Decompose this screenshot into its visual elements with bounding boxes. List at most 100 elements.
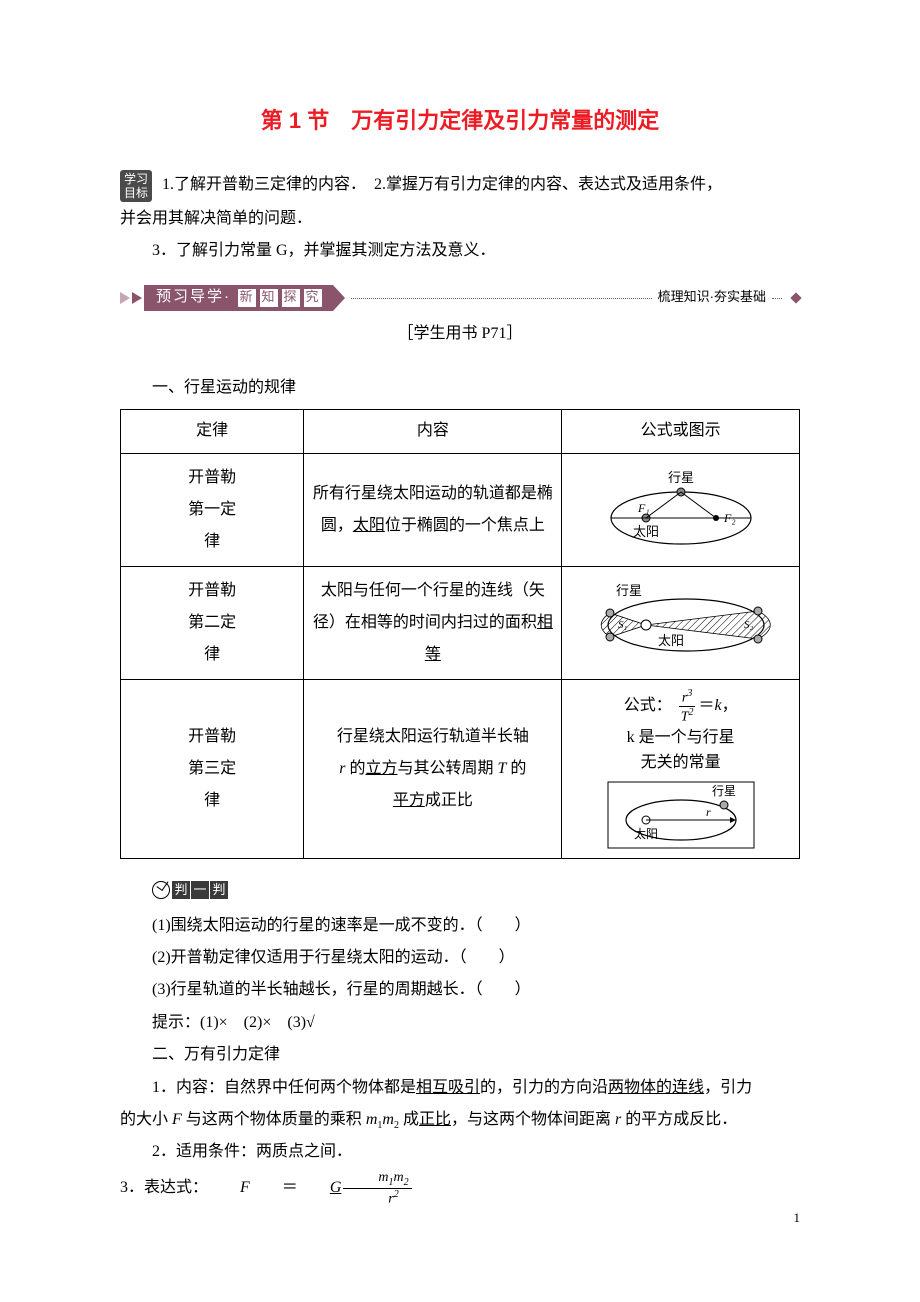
fig-label-sun: 太阳 bbox=[633, 524, 659, 539]
kepler3-formula: 公式： r3 T2 ＝k， bbox=[568, 688, 793, 725]
section2-p1: 1．内容：自然界中任何两个物体都是相互吸引的，引力的方向沿两物体的连线，引力 bbox=[120, 1073, 800, 1103]
formula-note2: 无关的常量 bbox=[568, 750, 793, 776]
law-content-cell: 所有行星绕太阳运动的轨道都是椭圆，太阳位于椭圆的一个焦点上 bbox=[304, 453, 562, 566]
law3-content: 行星绕太阳运行轨道半长轴r 的立方与其公转周期 T 的平方成正比 bbox=[310, 721, 555, 817]
judge-box: 一 bbox=[191, 881, 209, 899]
banner-box: 新 bbox=[237, 288, 257, 308]
dotted-divider bbox=[772, 297, 782, 299]
fig-label-planet: 行星 bbox=[712, 784, 736, 798]
law1-u: 太阳 bbox=[353, 517, 385, 534]
section-banner-row: 预习导学 · 新 知 探 究 梳理知识·夯实基础 bbox=[120, 285, 800, 311]
section2-p3: 3．表达式： F ＝ G m1m2 r2 bbox=[120, 1170, 800, 1207]
p3-eq: ＝ bbox=[250, 1173, 298, 1203]
banner-dot: · bbox=[224, 283, 231, 312]
fig-label-s2: S₂ bbox=[744, 619, 754, 631]
law2-name: 开普勒第二定律 bbox=[127, 575, 297, 671]
kepler2-figure: 行星 S₁ bbox=[568, 583, 793, 663]
p1-u3: 正比 bbox=[419, 1111, 451, 1128]
check-circle-icon bbox=[152, 881, 170, 899]
p3-F: F bbox=[208, 1173, 250, 1203]
banner-chevron-icon bbox=[132, 292, 142, 304]
book-reference: ［学生用书 P71］ bbox=[120, 319, 800, 349]
fig-label-planet: 行星 bbox=[616, 583, 642, 598]
banner-box: 探 bbox=[281, 288, 301, 308]
judge-q1: (1)围绕太阳运动的行星的速率是一成不变的．（ ） bbox=[120, 911, 800, 941]
table-header: 定律 bbox=[121, 410, 304, 453]
objectives-line1: 学习 目标 1.了解开普勒三定律的内容． 2.掌握万有引力定律的内容、表达式及适… bbox=[120, 170, 800, 202]
formula-label: 公式： bbox=[624, 697, 672, 714]
objectives-badge: 学习 目标 bbox=[120, 170, 152, 202]
banner-main: 预习导学 bbox=[156, 283, 224, 312]
banner-box: 知 bbox=[259, 288, 279, 308]
fig-label-sun: 太阳 bbox=[634, 826, 658, 841]
p1-pre: 1．内容：自然界中任何两个物体都是 bbox=[152, 1079, 416, 1096]
p1-u1: 相互吸引 bbox=[416, 1079, 480, 1096]
law3-name: 开普勒第三定律 bbox=[127, 721, 297, 817]
judge-q2: (2)开普勒定律仅适用于行星绕太阳的运动．（ ） bbox=[120, 943, 800, 973]
judge-hint: 提示：(1)× (2)× (3)√ bbox=[120, 1008, 800, 1038]
kepler3-figure: r 行星 太阳 bbox=[568, 780, 793, 850]
table-header: 公式或图示 bbox=[562, 410, 800, 453]
objectives-line3: 3．了解引力常量 G，并掌握其测定方法及意义． bbox=[120, 236, 800, 266]
law2-pre: 太阳与任何一个行星的连线（矢径）在相等的时间内扫过的面积 bbox=[313, 582, 545, 631]
p1-u2: 两物体的连线 bbox=[608, 1079, 704, 1096]
p1-mid1: 的，引力的方向沿 bbox=[480, 1079, 608, 1096]
judge-box: 判 bbox=[210, 881, 228, 899]
table-row: 开普勒第一定律 所有行星绕太阳运动的轨道都是椭圆，太阳位于椭圆的一个焦点上 行星 bbox=[121, 453, 800, 566]
law2-content: 太阳与任何一个行星的连线（矢径）在相等的时间内扫过的面积相等 bbox=[310, 575, 555, 671]
fig-label-f2: F₂ bbox=[723, 511, 736, 525]
kepler3-formula-block: 公式： r3 T2 ＝k， k 是一个与行星 无关的常量 bbox=[568, 688, 793, 850]
badge-line2: 目标 bbox=[124, 186, 148, 200]
banner-note: 梳理知识·夯实基础 bbox=[658, 285, 766, 310]
formula-note1: k 是一个与行星 bbox=[568, 725, 793, 751]
law-figure-cell: 行星 F₁ F₂ 太阳 bbox=[562, 453, 800, 566]
section2-heading: 二、万有引力定律 bbox=[120, 1040, 800, 1070]
fig-label-s1: S₁ bbox=[618, 619, 628, 631]
objectives-block: 学习 目标 1.了解开普勒三定律的内容． 2.掌握万有引力定律的内容、表达式及适… bbox=[120, 170, 800, 267]
law-name-cell: 开普勒第一定律 bbox=[121, 453, 304, 566]
section1-heading: 一、行星运动的规律 bbox=[120, 373, 800, 403]
banner-tail-icon bbox=[333, 285, 345, 311]
badge-line1: 学习 bbox=[124, 172, 148, 186]
table-row: 开普勒第二定律 太阳与任何一个行星的连线（矢径）在相等的时间内扫过的面积相等 行… bbox=[121, 566, 800, 679]
law1-name: 开普勒第一定律 bbox=[127, 462, 297, 558]
section2-p2: 2．适用条件：两质点之间． bbox=[120, 1137, 800, 1167]
law-figure-cell: 行星 S₁ bbox=[562, 566, 800, 679]
fig-label-planet: 行星 bbox=[668, 470, 694, 485]
table-header-row: 定律 内容 公式或图示 bbox=[121, 410, 800, 453]
banner-chevron-icon bbox=[120, 292, 130, 304]
objectives-line2: 并会用其解决简单的问题． bbox=[120, 204, 800, 234]
law-name-cell: 开普勒第三定律 bbox=[121, 679, 304, 858]
banner-box: 究 bbox=[303, 288, 323, 308]
law1-post: 位于椭圆的一个焦点上 bbox=[385, 517, 545, 534]
law-figure-cell: 公式： r3 T2 ＝k， k 是一个与行星 无关的常量 bbox=[562, 679, 800, 858]
table-row: 开普勒第三定律 行星绕太阳运行轨道半长轴r 的立方与其公转周期 T 的平方成正比… bbox=[121, 679, 800, 858]
page: 第 1 节 万有引力定律及引力常量的测定 学习 目标 1.了解开普勒三定律的内容… bbox=[0, 0, 920, 1249]
fig-label-f1: F₁ bbox=[637, 501, 650, 515]
page-number: 1 bbox=[794, 1206, 801, 1231]
judge-q3: (3)行星轨道的半长轴越长，行星的周期越长．（ ） bbox=[120, 975, 800, 1005]
judge-badge: 判一判 bbox=[152, 875, 228, 905]
judge-boxes: 判一判 bbox=[172, 875, 228, 905]
banner-body: 预习导学 · 新 知 探 究 bbox=[144, 285, 333, 311]
fig-label-sun: 太阳 bbox=[658, 633, 684, 648]
obj-text-1: 1.了解开普勒三定律的内容． 2.掌握万有引力定律的内容、表达式及适用条件， bbox=[162, 176, 722, 193]
p3-formula: G m1m2 r2 bbox=[298, 1170, 414, 1207]
p3-pre: 3．表达式： bbox=[120, 1173, 208, 1203]
judge-box: 判 bbox=[172, 881, 190, 899]
table-header: 内容 bbox=[304, 410, 562, 453]
page-title: 第 1 节 万有引力定律及引力常量的测定 bbox=[120, 100, 800, 142]
kepler1-figure: 行星 F₁ F₂ 太阳 bbox=[568, 470, 793, 550]
law1-content: 所有行星绕太阳运动的轨道都是椭圆，太阳位于椭圆的一个焦点上 bbox=[310, 478, 555, 542]
formula-fraction: r3 T2 bbox=[678, 688, 697, 725]
section2-p1b: 的大小 F 与这两个物体质量的乘积 m1m2 成正比，与这两个物体间距离 r 的… bbox=[120, 1105, 800, 1135]
diamond-icon bbox=[790, 292, 801, 303]
fig-label-r: r bbox=[706, 805, 711, 819]
law-content-cell: 行星绕太阳运行轨道半长轴r 的立方与其公转周期 T 的平方成正比 bbox=[304, 679, 562, 858]
banner-boxes: 新 知 探 究 bbox=[235, 288, 323, 308]
law-content-cell: 太阳与任何一个行星的连线（矢径）在相等的时间内扫过的面积相等 bbox=[304, 566, 562, 679]
dotted-divider bbox=[351, 297, 652, 299]
section-banner: 预习导学 · 新 知 探 究 bbox=[120, 285, 345, 311]
p1-mid2: ，引力 bbox=[704, 1079, 752, 1096]
law-name-cell: 开普勒第二定律 bbox=[121, 566, 304, 679]
